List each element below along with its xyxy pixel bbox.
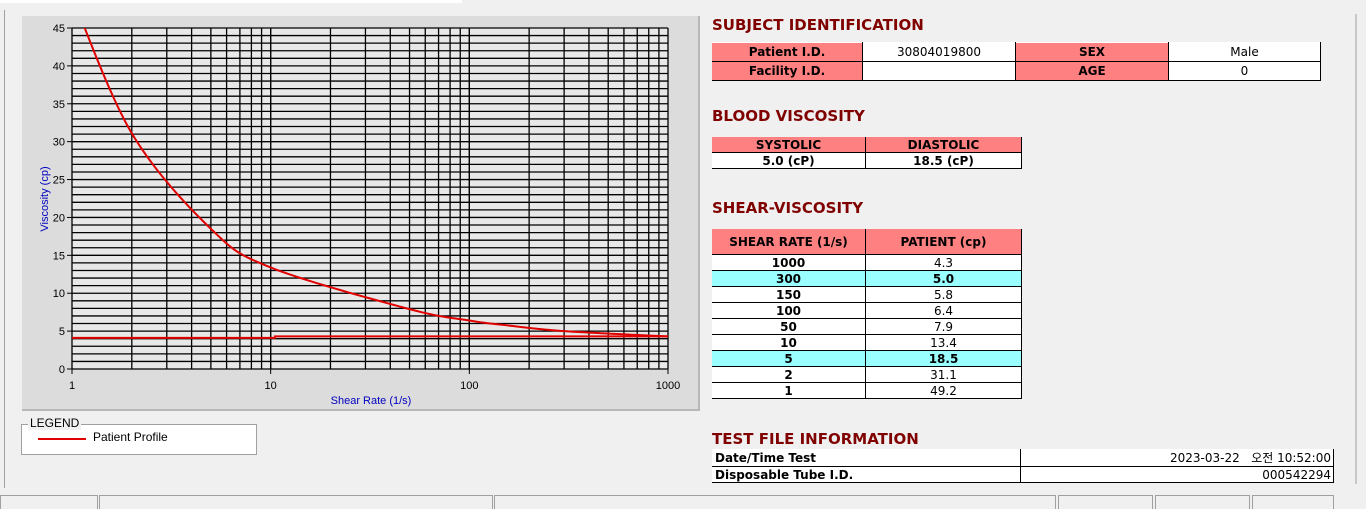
y-tick-label: 15 — [53, 250, 65, 262]
status-panel — [1252, 495, 1334, 509]
patient-value-cell: 7.9 — [865, 318, 1022, 335]
shear-viscosity-title: SHEAR-VISCOSITY — [712, 199, 864, 217]
shear-rate-cell: 10 — [712, 334, 866, 351]
patient-value-cell: 49.2 — [865, 382, 1022, 399]
x-axis-label: Shear Rate (1/s) — [331, 395, 412, 407]
legend-title: LEGEND — [28, 416, 82, 430]
y-tick-label: 25 — [53, 175, 65, 187]
y-tick-label: 0 — [59, 364, 65, 376]
tube-id-value: 000542294 — [1020, 466, 1334, 483]
y-tick-label: 10 — [53, 288, 65, 300]
series-line-patient-profile — [83, 28, 668, 338]
subject-identification-title: SUBJECT IDENTIFICATION — [712, 16, 924, 34]
subject-identification-table: Patient I.D. 30804019800 SEX Male Facili… — [712, 42, 1321, 81]
legend-swatch-patient-profile — [38, 438, 86, 440]
age-value: 0 — [1168, 61, 1321, 81]
blood-viscosity-title: BLOOD VISCOSITY — [712, 107, 865, 125]
shear-rate-cell: 2 — [712, 366, 866, 383]
test-file-table: Date/Time Test 2023-03-22 오전 10:52:00 Di… — [712, 449, 1334, 483]
shear-rate-header: SHEAR RATE (1/s) — [712, 229, 866, 255]
y-tick-label: 20 — [53, 212, 65, 224]
table-row: 1 49.2 — [712, 382, 1022, 399]
right-panel-edge — [1355, 14, 1357, 484]
x-tick-label: 1 — [69, 380, 75, 392]
status-panel — [99, 495, 493, 509]
x-tick-label: 100 — [460, 380, 478, 392]
shear-rate-cell: 5 — [712, 350, 866, 367]
chart-panel-frame — [4, 10, 700, 488]
patient-value-cell: 13.4 — [865, 334, 1022, 351]
series-lines — [72, 28, 668, 339]
shear-rate-cell: 1000 — [712, 254, 866, 271]
table-row: 5 18.5 — [712, 350, 1022, 367]
facility-id-label: Facility I.D. — [712, 61, 863, 81]
x-tick-label: 1000 — [656, 380, 680, 392]
ticks: 0 5 10 15 20 25 30 35 40 45 1 10 100 1000 — [53, 23, 680, 392]
diastolic-value: 18.5 (cP) — [865, 152, 1022, 169]
status-bar — [0, 495, 1366, 509]
x-tick-label: 10 — [265, 380, 277, 392]
table-row: 100 6.4 — [712, 302, 1022, 319]
y-tick-label: 30 — [53, 137, 65, 149]
sex-value: Male — [1168, 42, 1321, 62]
shear-rate-cell: 50 — [712, 318, 866, 335]
y-tick-label: 40 — [53, 61, 65, 73]
shear-rate-cell: 300 — [712, 270, 866, 287]
patient-value-cell: 5.8 — [865, 286, 1022, 303]
y-tick-label: 35 — [53, 99, 65, 111]
legend-label-patient-profile: Patient Profile — [93, 430, 168, 444]
patient-value-cell: 4.3 — [865, 254, 1022, 271]
table-row: 1000 4.3 — [712, 254, 1022, 271]
systolic-value: 5.0 (cP) — [712, 152, 866, 169]
y-axis-label: Viscosity (cp) — [39, 166, 51, 231]
patient-id-value: 30804019800 — [862, 42, 1016, 62]
shear-viscosity-table: SHEAR RATE (1/s) PATIENT (cp) 1000 4.3 300… — [712, 229, 1022, 399]
y-tick-label: 45 — [53, 23, 65, 35]
tube-id-label: Disposable Tube I.D. — [712, 466, 1021, 483]
systolic-label: SYSTOLIC — [712, 137, 866, 153]
table-row: 2 31.1 — [712, 366, 1022, 383]
patient-value-cell: 6.4 — [865, 302, 1022, 319]
table-row: 150 5.8 — [712, 286, 1022, 303]
datetime-label: Date/Time Test — [712, 449, 1021, 467]
table-row: 300 5.0 — [712, 270, 1022, 287]
status-panel — [0, 495, 98, 509]
y-tick-label: 5 — [59, 326, 65, 338]
status-panel — [494, 495, 1056, 509]
table-row: 50 7.9 — [712, 318, 1022, 335]
viscosity-chart: 0 5 10 15 20 25 30 35 40 45 1 10 100 1000 Shear Rate … — [22, 16, 700, 411]
patient-id-label: Patient I.D. — [712, 42, 863, 62]
chart-svg: 0 5 10 15 20 25 30 35 40 45 1 10 100 1000 Shear Rate … — [39, 23, 680, 407]
plot-area — [72, 28, 668, 369]
shear-rate-cell: 100 — [712, 302, 866, 319]
age-label: AGE — [1015, 61, 1169, 81]
datetime-value: 2023-03-22 오전 10:52:00 — [1020, 449, 1334, 467]
table-row: 10 13.4 — [712, 334, 1022, 351]
patient-value-cell: 18.5 — [865, 350, 1022, 367]
patient-value-cell: 31.1 — [865, 366, 1022, 383]
facility-id-value — [862, 61, 1016, 81]
shear-rate-cell: 150 — [712, 286, 866, 303]
patient-value-cell: 5.0 — [865, 270, 1022, 287]
sex-label: SEX — [1015, 42, 1169, 62]
status-panel — [1058, 495, 1153, 509]
top-strip — [0, 0, 462, 3]
blood-viscosity-table: SYSTOLIC DIASTOLIC 5.0 (cP) 18.5 (cP) — [712, 137, 1022, 169]
test-file-information-title: TEST FILE INFORMATION — [712, 430, 919, 448]
status-panel — [1155, 495, 1250, 509]
patient-header: PATIENT (cp) — [865, 229, 1022, 255]
shear-rate-cell: 1 — [712, 382, 866, 399]
series-line-baseline — [72, 335, 668, 339]
grid — [71, 27, 669, 370]
diastolic-label: DIASTOLIC — [865, 137, 1022, 153]
